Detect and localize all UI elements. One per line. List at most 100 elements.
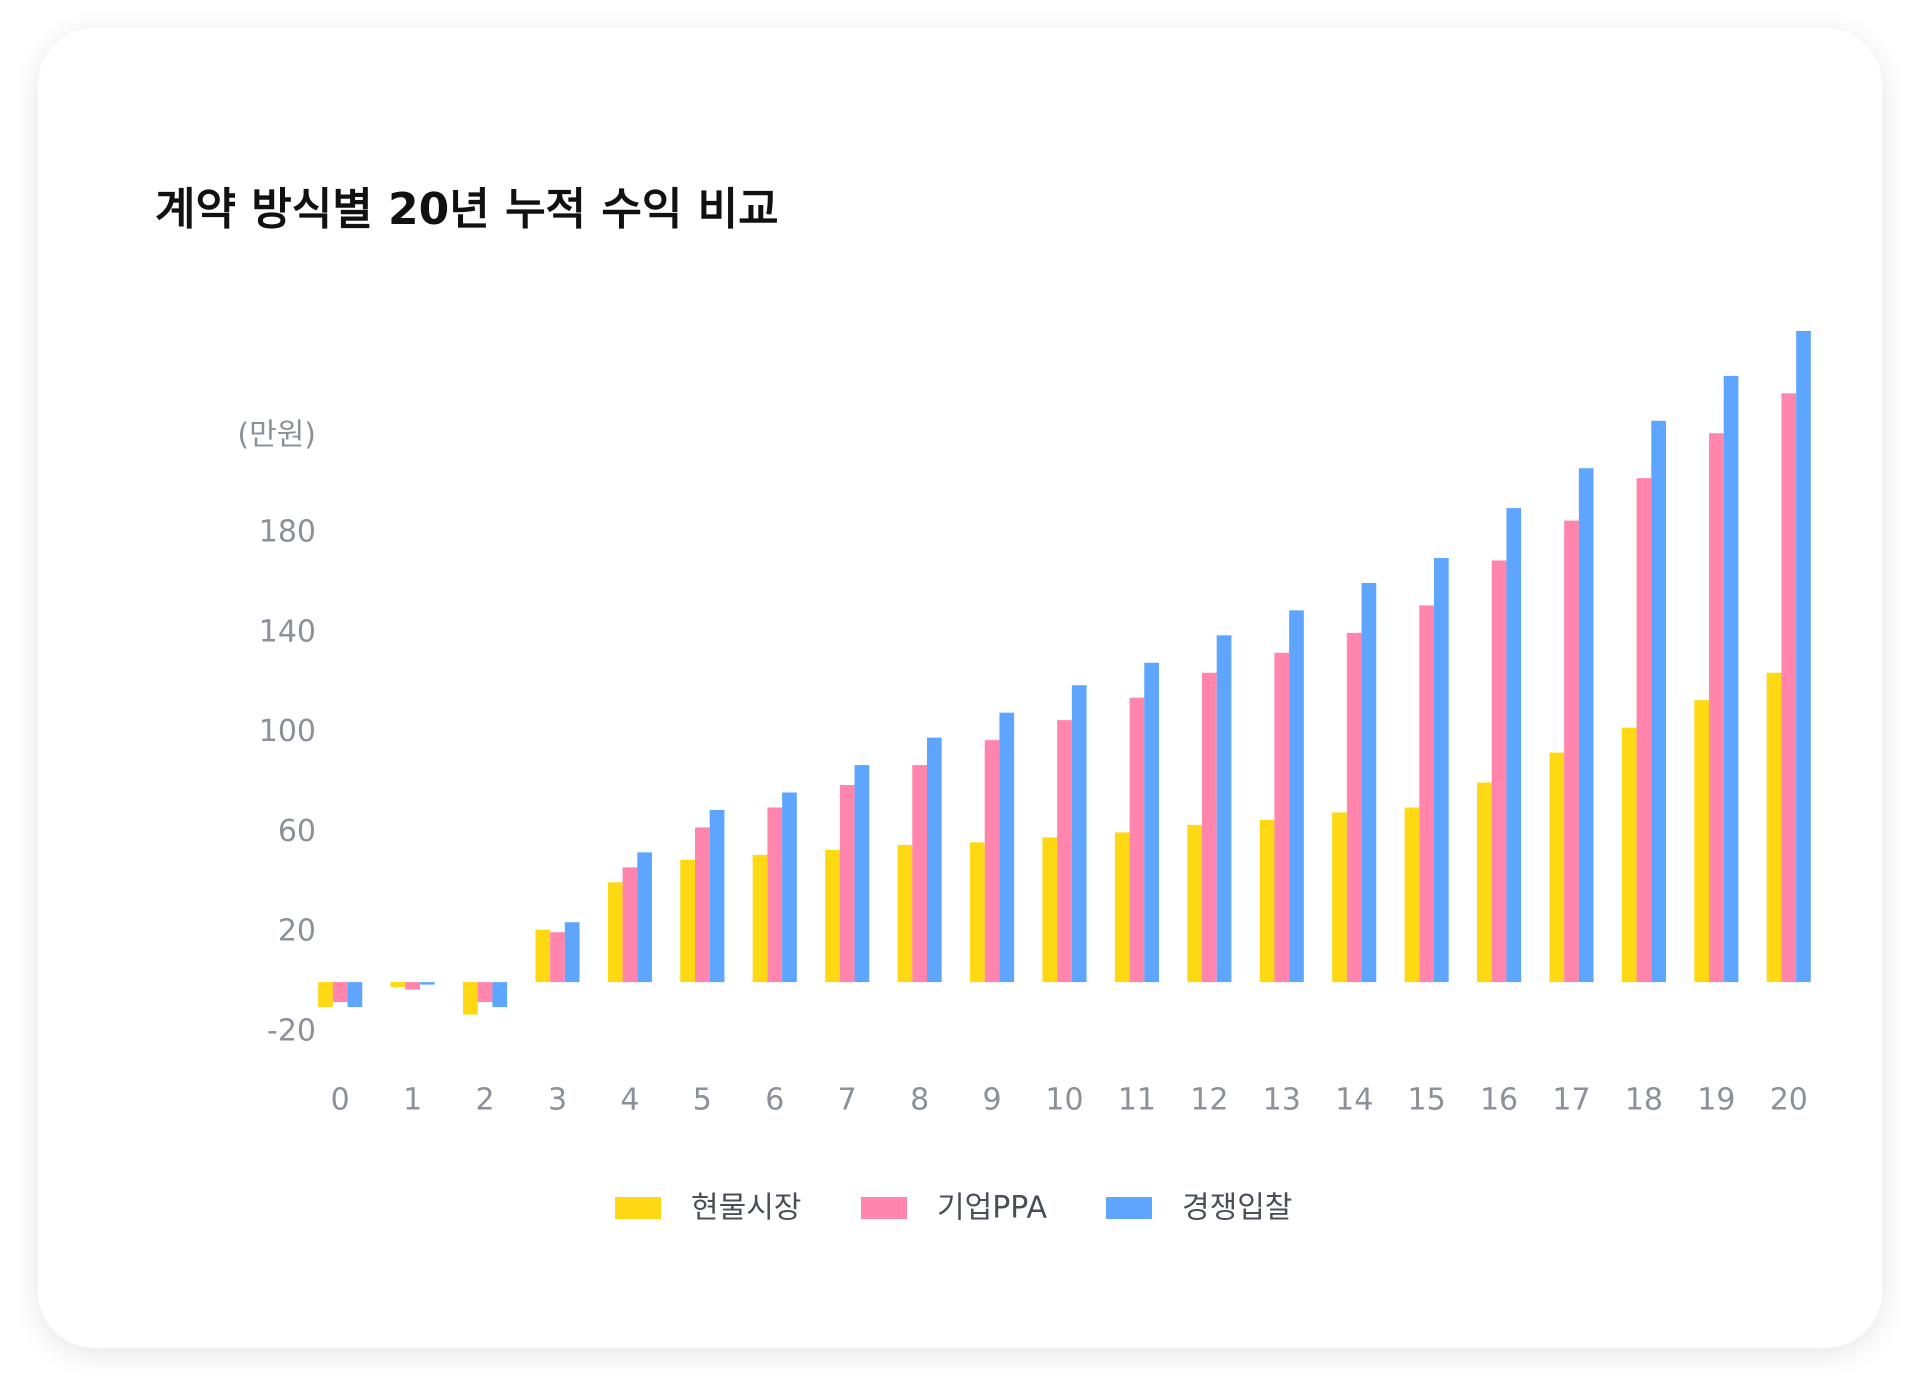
bar (1433, 558, 1449, 983)
bar (1781, 393, 1797, 983)
bar (999, 712, 1015, 983)
x-tick-label: 1 (403, 1083, 422, 1118)
bar (984, 740, 1000, 983)
bar (492, 982, 508, 1008)
x-tick-label: 11 (1118, 1083, 1156, 1118)
bar (477, 982, 493, 1003)
bar (926, 737, 942, 983)
bar (1636, 478, 1652, 983)
bar (782, 792, 797, 983)
x-tick-label: 0 (331, 1083, 350, 1118)
bar (1057, 720, 1072, 983)
bar (709, 809, 725, 983)
bar (1042, 837, 1058, 983)
x-tick-label: 14 (1335, 1083, 1373, 1118)
bar (695, 827, 710, 983)
bar (390, 982, 406, 988)
x-tick-label: 13 (1263, 1083, 1301, 1118)
bar (1709, 433, 1724, 983)
bar (839, 785, 855, 983)
legend-label: 현물시장 (691, 1191, 801, 1226)
legend-swatch (1106, 1197, 1152, 1219)
bar (1651, 420, 1666, 983)
bar (1071, 685, 1087, 983)
bar (1419, 605, 1434, 983)
y-tick-label: 140 (259, 614, 316, 649)
bar (912, 765, 927, 983)
bar (1274, 652, 1290, 983)
bar (1766, 672, 1782, 983)
x-tick-label: 4 (620, 1083, 639, 1118)
legend-swatch (861, 1197, 907, 1219)
x-tick-label: 9 (983, 1083, 1002, 1118)
x-tick-label: 20 (1770, 1083, 1808, 1118)
y-tick-label: 180 (259, 515, 316, 550)
chart-title: 계약 방식별 20년 누적 수익 비교 (155, 184, 779, 235)
bar (970, 842, 985, 983)
bar (347, 982, 363, 1008)
bar (1332, 812, 1347, 983)
bar (825, 849, 840, 983)
bar (1506, 508, 1522, 983)
x-tick-label: 17 (1552, 1083, 1590, 1118)
legend-label: 기업PPA (937, 1191, 1047, 1226)
bar (1259, 819, 1275, 983)
bar (1144, 662, 1159, 983)
x-tick-label: 16 (1480, 1083, 1518, 1118)
x-tick-label: 19 (1697, 1083, 1735, 1118)
x-tick-label: 18 (1625, 1083, 1663, 1118)
bar (1564, 520, 1579, 983)
y-tick-label: -20 (267, 1014, 316, 1049)
y-tick-label: 100 (259, 714, 316, 749)
bar (405, 982, 420, 990)
legend-label: 경쟁입찰 (1182, 1191, 1292, 1226)
bar (332, 982, 348, 1003)
y-tick-label: 60 (278, 814, 316, 849)
bar (854, 765, 870, 983)
x-tick-label: 2 (476, 1083, 495, 1118)
bar (1578, 468, 1594, 983)
bar (1346, 632, 1362, 983)
y-axis-label: (만원) (237, 418, 316, 453)
x-tick-label: 10 (1045, 1083, 1083, 1118)
bar (1289, 610, 1304, 983)
x-tick-label: 7 (838, 1083, 857, 1118)
x-tick-label: 5 (693, 1083, 712, 1118)
bar (1361, 582, 1377, 983)
x-tick-label: 15 (1408, 1083, 1446, 1118)
bar (1114, 832, 1130, 983)
bar (1491, 560, 1507, 983)
x-tick-label: 6 (765, 1083, 784, 1118)
bar (318, 982, 333, 1008)
legend-swatch (615, 1197, 661, 1219)
bar (1621, 727, 1637, 983)
bar (1723, 375, 1739, 983)
bar (767, 807, 783, 983)
bar (419, 982, 435, 985)
bar (637, 852, 652, 983)
bar (1187, 824, 1203, 983)
bar (752, 854, 768, 983)
bar (550, 932, 565, 983)
bar (564, 922, 580, 983)
bar (535, 929, 551, 983)
bar (1216, 635, 1232, 983)
x-tick-label: 3 (548, 1083, 567, 1118)
bar (607, 882, 623, 983)
bar (680, 859, 696, 983)
bar (1477, 782, 1492, 983)
bar (463, 982, 478, 1015)
bar (1129, 697, 1145, 983)
x-tick-label: 8 (910, 1083, 929, 1118)
bar (1404, 807, 1420, 983)
bar (897, 844, 913, 983)
bar (1694, 700, 1710, 983)
bar (1796, 330, 1811, 983)
bar (1549, 752, 1565, 983)
bar (1202, 672, 1217, 983)
x-tick-label: 12 (1190, 1083, 1228, 1118)
y-tick-label: 20 (278, 914, 316, 949)
bar (622, 867, 638, 983)
